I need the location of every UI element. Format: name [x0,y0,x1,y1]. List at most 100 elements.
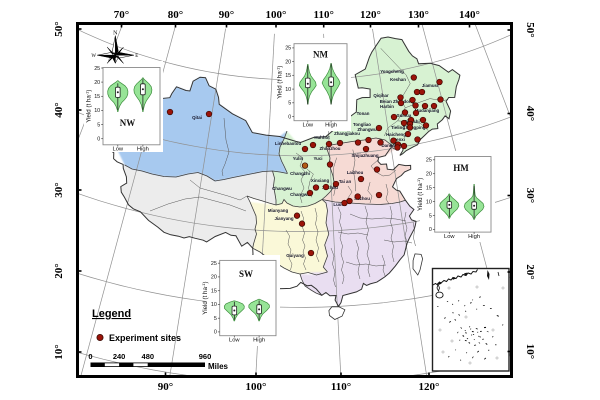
svg-text:120°: 120° [360,9,381,21]
svg-text:Changwu: Changwu [272,186,292,191]
svg-text:25: 25 [211,261,217,267]
svg-text:5: 5 [97,122,100,128]
svg-text:25: 25 [426,158,432,164]
svg-text:Xuzhou: Xuzhou [322,185,338,190]
svg-text:20°: 20° [53,263,65,278]
svg-text:Zhuozhou: Zhuozhou [320,146,341,151]
svg-text:NM: NM [313,50,328,60]
svg-text:20: 20 [94,80,100,86]
svg-text:10: 10 [426,199,432,205]
svg-text:90°: 90° [219,9,234,21]
svg-text:Luohe: Luohe [333,202,347,207]
svg-text:Yield (t ha-1): Yield (t ha-1) [275,66,284,99]
svg-text:50°: 50° [53,21,65,36]
svg-text:70°: 70° [114,9,129,21]
svg-text:SW: SW [239,269,253,279]
svg-text:0: 0 [88,352,92,361]
svg-text:15: 15 [211,289,217,295]
svg-text:Experiment sites: Experiment sites [109,333,181,343]
svg-text:E: E [135,54,138,59]
svg-text:Yield (t ha-1): Yield (t ha-1) [416,178,425,211]
svg-text:10: 10 [94,108,100,114]
svg-text:Jianyang: Jianyang [274,216,293,221]
svg-text:5: 5 [429,213,432,219]
svg-text:Yield (t ha-1): Yield (t ha-1) [201,281,210,314]
svg-text:Linhebaotou: Linhebaotou [275,141,302,146]
svg-text:Harbin: Harbin [380,104,394,109]
svg-text:10: 10 [211,302,217,308]
svg-text:20: 20 [285,59,291,65]
svg-text:Legend: Legend [92,308,131,320]
svg-text:Haicheng: Haicheng [386,132,406,137]
svg-text:Low: Low [229,338,240,344]
svg-text:110°: 110° [314,9,334,21]
svg-text:Jiamusi: Jiamusi [422,83,438,88]
svg-text:NW: NW [120,118,136,128]
svg-text:40°: 40° [53,102,65,117]
svg-text:20: 20 [426,172,432,178]
svg-text:Xinxiang: Xinxiang [311,178,330,183]
svg-text:40°: 40° [524,106,536,121]
svg-text:0: 0 [288,114,291,120]
svg-text:W: W [91,54,96,59]
svg-text:0: 0 [429,227,432,233]
svg-text:Guiyang: Guiyang [286,253,304,258]
svg-text:High: High [137,147,149,153]
svg-text:100°: 100° [246,381,267,393]
svg-text:15: 15 [285,73,291,79]
svg-text:Low: Low [112,147,123,153]
svg-text:10°: 10° [524,344,536,359]
svg-text:Tongliao: Tongliao [353,122,371,127]
svg-text:Yongcheng: Yongcheng [380,69,404,74]
svg-text:25: 25 [94,66,100,72]
svg-text:Keshan: Keshan [390,77,406,82]
svg-text:Mudanjiang: Mudanjiang [415,108,440,113]
svg-text:Miles: Miles [208,362,229,371]
svg-text:30°: 30° [524,188,536,203]
svg-text:Changwu: Changwu [290,192,310,197]
svg-text:90°: 90° [158,381,173,393]
svg-text:50°: 50° [524,22,536,37]
svg-text:Low: Low [302,123,313,129]
svg-text:Laizhou: Laizhou [347,170,364,175]
svg-text:Tonan: Tonan [357,111,370,116]
svg-text:110°: 110° [331,381,351,393]
svg-text:High: High [253,338,265,344]
svg-text:Tieling: Tieling [391,125,405,130]
svg-text:HM: HM [453,163,469,173]
svg-text:960: 960 [199,352,212,361]
svg-text:20: 20 [211,275,217,281]
svg-text:Mianyang: Mianyang [268,208,289,213]
svg-text:Qitai: Qitai [192,115,202,120]
svg-text:0: 0 [214,330,217,336]
svg-text:Beian Zhaodong: Beian Zhaodong [380,99,415,104]
svg-text:Changzhi: Changzhi [290,171,310,176]
svg-text:Low: Low [444,234,455,240]
svg-text:Suzhou: Suzhou [354,196,370,201]
svg-text:20°: 20° [524,264,536,279]
svg-text:240: 240 [113,352,126,361]
svg-text:Tai an: Tai an [339,179,352,184]
svg-text:25: 25 [285,46,291,52]
svg-text:480: 480 [142,352,155,361]
svg-text:5: 5 [214,316,217,322]
svg-text:High: High [325,123,337,129]
svg-text:Yulin: Yulin [293,156,304,161]
svg-text:Changping: Changping [403,125,426,130]
svg-text:120°: 120° [419,381,440,393]
svg-text:Shijiazhuang: Shijiazhuang [351,153,378,158]
svg-text:Yuci: Yuci [313,156,322,161]
svg-text:Qiqihar: Qiqihar [373,93,389,98]
svg-text:Benxi: Benxi [393,137,405,142]
svg-text:15: 15 [94,94,100,100]
svg-text:15: 15 [426,185,432,191]
svg-text:10: 10 [285,87,291,93]
svg-text:140°: 140° [459,9,480,21]
svg-text:High: High [468,234,480,240]
svg-text:0: 0 [97,137,100,143]
svg-text:Yield (t ha-1): Yield (t ha-1) [84,90,93,123]
svg-text:30°: 30° [53,182,65,197]
svg-text:N: N [113,31,118,37]
svg-text:80°: 80° [168,9,183,21]
svg-text:10°: 10° [53,344,65,359]
